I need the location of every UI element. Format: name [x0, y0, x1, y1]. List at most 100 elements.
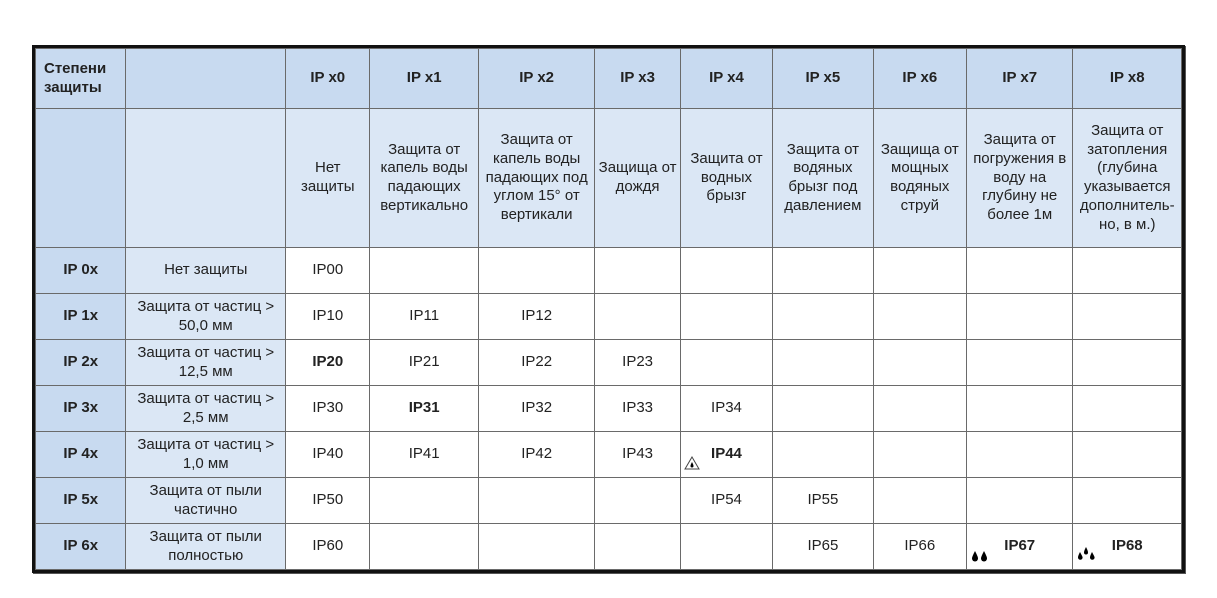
ip-code-cell: IP42 [477, 431, 596, 478]
empty-cell [872, 477, 968, 524]
column-header: IP x7 [965, 48, 1074, 109]
column-description: Защита от капель воды падающих под углом… [477, 108, 596, 248]
empty-cell [1072, 339, 1182, 386]
ip-code: IP41 [408, 445, 440, 463]
ip-code-cell: IP22 [477, 339, 596, 386]
ip-code-cell: IP60 [285, 523, 371, 570]
description-row: Нет защиты Защита от капель воды падающих… [34, 108, 1182, 248]
ip-code: IP66 [904, 537, 936, 555]
empty-cell [679, 523, 774, 570]
row-description: Нет защиты [125, 247, 287, 294]
column-description: Защища от дождя [594, 108, 681, 248]
column-description: Защита от затопления (глубина указываетс… [1072, 108, 1182, 248]
ip-code-cell: IP44 [679, 431, 774, 478]
ip-code-cell: IP34 [679, 385, 774, 432]
ip-code: IP67 [1004, 537, 1036, 555]
column-description: Нет защиты [285, 108, 371, 248]
three-drops-icon [1076, 546, 1096, 565]
table-row: IP 4x Защита от частиц > 1,0 мм IP40 IP41 IP… [34, 431, 1182, 478]
table-row: IP 6x Защита от пыли полностью IP60 IP65 IP6… [34, 523, 1182, 570]
row-label: IP 0x [34, 247, 127, 294]
ip-code-cell: IP23 [594, 339, 681, 386]
empty-cell [477, 523, 596, 570]
ip-code: IP20 [312, 353, 344, 371]
ip-code-cell: IP40 [285, 431, 371, 478]
ip-code-cell: IP30 [285, 385, 371, 432]
row-description: Защита от частиц > 1,0 мм [125, 431, 287, 478]
ip-code-cell: IP67 [965, 523, 1074, 570]
ip-protection-table-frame: Степени защиты IP x0 IP x1 IP x2 IP x3 IP x4 I… [32, 45, 1185, 573]
empty-cell [477, 477, 596, 524]
empty-cell [477, 247, 596, 294]
empty-cell [594, 247, 681, 294]
ip-code: IP23 [622, 353, 654, 371]
empty-cell [965, 247, 1074, 294]
ip-code-cell: IP43 [594, 431, 681, 478]
warning-drop-triangle-icon [683, 456, 700, 473]
ip-code: IP42 [521, 445, 553, 463]
ip-code: IP55 [807, 491, 839, 509]
ip-code: IP40 [312, 445, 344, 463]
ip-code-cell: IP20 [285, 339, 371, 386]
ip-code-cell: IP55 [772, 477, 874, 524]
table-row: IP 3x Защита от частиц > 2,5 мм IP30 IP31 IP… [34, 385, 1182, 432]
empty-cell [772, 339, 874, 386]
ip-code: IP60 [312, 537, 344, 555]
empty-cell [369, 477, 479, 524]
empty-cell [872, 385, 968, 432]
empty-cell [872, 339, 968, 386]
ip-code: IP54 [711, 491, 742, 509]
empty-cell [772, 293, 874, 340]
empty-cell [872, 431, 968, 478]
ip-code: IP50 [312, 491, 344, 509]
two-drops-icon [970, 550, 990, 565]
empty-cell [965, 339, 1074, 386]
ip-code-cell: IP32 [477, 385, 596, 432]
empty-cell [965, 293, 1074, 340]
empty-cell [772, 431, 874, 478]
empty-cell [872, 293, 968, 340]
column-description: Защища от мощных водяных струй [872, 108, 968, 248]
row-label: IP 6x [34, 523, 127, 570]
ip-code-cell: IP65 [772, 523, 874, 570]
ip-code: IP32 [521, 399, 553, 417]
ip-code: IP12 [521, 307, 553, 325]
empty-cell [594, 477, 681, 524]
row-label: IP 2x [34, 339, 127, 386]
table-row: IP 2x Защита от частиц > 12,5 мм IP20 IP21 I… [34, 339, 1182, 386]
ip-code-cell: IP21 [369, 339, 479, 386]
empty-cell [679, 293, 774, 340]
row-description: Защита от пыли частично [125, 477, 287, 524]
empty-cell [679, 247, 774, 294]
column-header: IP x2 [477, 48, 596, 109]
table-row: IP 0x Нет защиты IP00 [34, 247, 1182, 294]
ip-code: IP31 [408, 399, 440, 417]
ip-code: IP22 [521, 353, 553, 371]
empty-cell [369, 523, 479, 570]
empty-cell [772, 385, 874, 432]
empty-cell [1072, 385, 1182, 432]
row-label: IP 4x [34, 431, 127, 478]
column-header: IP x0 [285, 48, 371, 109]
empty-cell [965, 385, 1074, 432]
empty-cell [1072, 477, 1182, 524]
empty-cell [965, 477, 1074, 524]
column-header: IP x8 [1072, 48, 1182, 109]
ip-code: IP33 [622, 399, 654, 417]
empty-cell [125, 108, 287, 248]
ip-code: IP11 [409, 307, 440, 325]
ip-code-cell: IP66 [872, 523, 968, 570]
ip-code-cell: IP50 [285, 477, 371, 524]
empty-cell [1072, 293, 1182, 340]
ip-code-cell: IP33 [594, 385, 681, 432]
ip-code: IP21 [408, 353, 440, 371]
column-description: Защита от капель воды падающих вертикаль… [369, 108, 479, 248]
column-header: IP x1 [369, 48, 479, 109]
empty-cell [594, 293, 681, 340]
row-description: Защита от пыли полностью [125, 523, 287, 570]
row-label: IP 5x [34, 477, 127, 524]
ip-code: IP00 [312, 261, 344, 279]
ip-code-cell: IP10 [285, 293, 371, 340]
ip-code-cell: IP12 [477, 293, 596, 340]
ip-code: IP30 [312, 399, 344, 417]
